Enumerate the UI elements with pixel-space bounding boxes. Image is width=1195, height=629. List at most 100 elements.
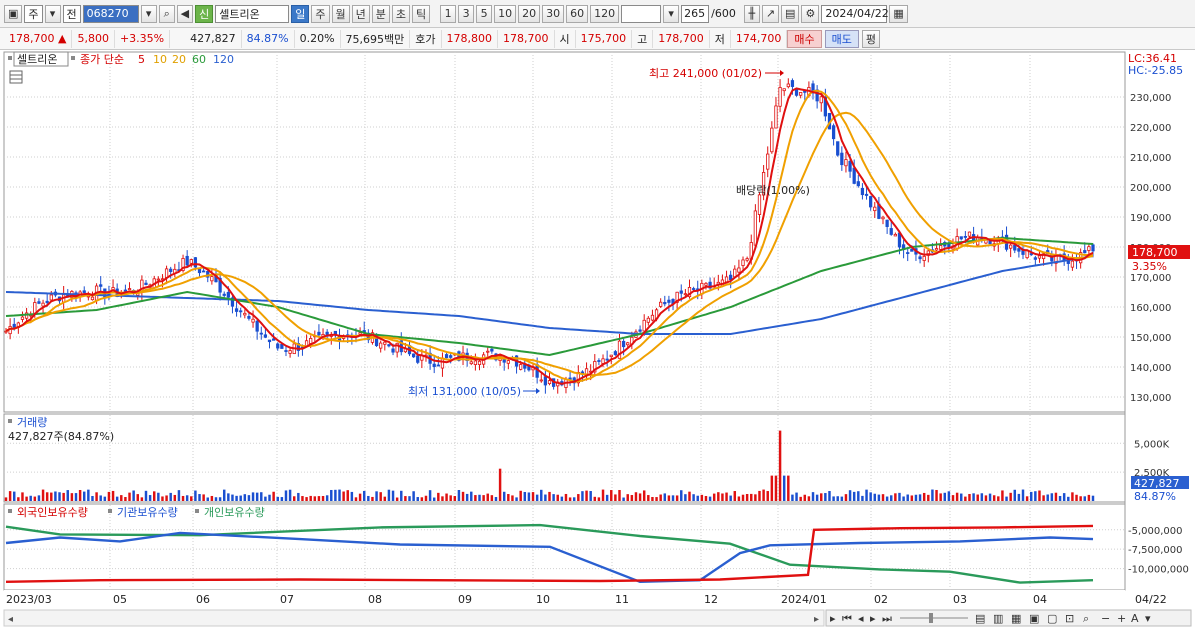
interval-custom-input[interactable]	[621, 4, 662, 23]
candle-body	[127, 288, 132, 291]
window-icon[interactable]: ▣	[4, 4, 23, 23]
prev-icon[interactable]: ◂	[858, 612, 864, 625]
interval-30[interactable]: 30	[542, 4, 565, 23]
volume-bar	[976, 494, 979, 501]
period-year-tab[interactable]: 년	[351, 4, 370, 23]
volume-bar	[1050, 493, 1054, 501]
candle-body	[1033, 257, 1037, 260]
market-select[interactable]: 주	[24, 4, 43, 23]
first-page-icon[interactable]: ⏮	[842, 612, 852, 625]
period-type-select[interactable]: 전	[62, 4, 81, 23]
stock-name-field[interactable]: 셀트리온	[215, 4, 290, 23]
period-week-tab[interactable]: 주	[311, 4, 330, 23]
period-second-tab[interactable]: 초	[391, 4, 410, 23]
scroll-icon[interactable]: ▾	[1145, 612, 1151, 625]
interval-3[interactable]: 3	[458, 4, 475, 23]
volume-bar	[787, 475, 790, 501]
volume-bar	[342, 491, 345, 501]
candle-body	[193, 257, 198, 268]
candle-body	[444, 354, 449, 359]
zoom-slider[interactable]	[929, 613, 933, 623]
candle-type-icon[interactable]: ╫	[743, 4, 760, 23]
candle-body	[918, 256, 922, 260]
volume-ratio: 84.87%	[242, 29, 295, 48]
stock-code-input[interactable]: 068270	[82, 4, 139, 23]
candle-body	[506, 360, 510, 364]
candle-body	[123, 289, 128, 292]
gear-icon[interactable]: ⚙	[801, 4, 820, 23]
candle-body	[593, 361, 597, 373]
window-icon[interactable]: ▢	[1047, 612, 1057, 625]
draw-tool-icon[interactable]: ↗	[761, 4, 780, 23]
interval-20[interactable]: 20	[518, 4, 541, 23]
scroll-left-icon[interactable]: ◂	[8, 614, 13, 625]
volume-bar	[824, 493, 827, 501]
scroll-right-icon[interactable]: ▸	[830, 612, 836, 625]
font-size-icon[interactable]: A	[1131, 612, 1139, 625]
volume-bar	[334, 489, 337, 501]
candle-body	[234, 308, 239, 312]
chevron-down-icon[interactable]: ▾	[140, 4, 157, 23]
x-axis-label: 08	[368, 593, 382, 606]
interval-5[interactable]: 5	[476, 4, 493, 23]
legend-stock-name: 셀트리온	[17, 53, 57, 66]
grid-icon[interactable]: ▦	[1011, 612, 1021, 625]
interval-60[interactable]: 60	[566, 4, 589, 23]
volume-bar	[511, 495, 514, 501]
search-icon[interactable]: ⌕	[158, 4, 175, 23]
volume-bar	[885, 496, 889, 501]
chevron-down-icon[interactable]: ▾	[44, 4, 61, 23]
ma120-line	[5, 255, 1094, 335]
zoom-out-icon[interactable]: −	[1101, 612, 1110, 625]
period-tick-tab[interactable]: 틱	[412, 4, 431, 23]
candle-body	[679, 290, 683, 294]
period-month-tab[interactable]: 월	[331, 4, 350, 23]
scroll-right-icon[interactable]: ▸	[814, 614, 819, 625]
interval-1[interactable]: 1	[440, 4, 457, 23]
panel-icon[interactable]: ▣	[1029, 612, 1039, 625]
volume-bar	[931, 489, 934, 501]
layout-icon[interactable]: ▤	[975, 612, 985, 625]
last-page-icon[interactable]: ⏭	[882, 612, 892, 625]
chevron-down-icon[interactable]: ▾	[663, 4, 680, 23]
zoom-in-icon[interactable]: +	[1117, 612, 1126, 625]
interval-10[interactable]: 10	[494, 4, 517, 23]
candle-body	[222, 293, 226, 296]
horizontal-scrollbar[interactable]	[3, 609, 825, 627]
ma5-line	[5, 87, 1094, 385]
next-icon[interactable]: ▸	[870, 612, 876, 625]
volume-bar	[198, 494, 201, 501]
candle-body	[642, 319, 646, 332]
eval-button[interactable]: 평	[861, 29, 881, 48]
volume-bar	[190, 496, 193, 501]
table-icon[interactable]	[9, 70, 23, 84]
volume-value: 427,827주(84.87%)	[8, 430, 114, 443]
calendar-icon[interactable]: ▦	[889, 4, 908, 23]
sell-button[interactable]: 매도	[824, 29, 859, 48]
copy-icon[interactable]: ▥	[993, 612, 1003, 625]
candle-body	[325, 331, 329, 335]
volume-bar	[836, 496, 839, 501]
interval-120[interactable]: 120	[590, 4, 620, 23]
volume-bar	[449, 495, 452, 501]
volume-bar	[140, 497, 144, 501]
x-axis-label: 05	[113, 593, 127, 606]
period-day-tab[interactable]: 일	[291, 4, 310, 23]
speaker-icon[interactable]: ◀	[176, 4, 194, 23]
search-icon[interactable]: ⌕	[1083, 612, 1089, 625]
period-minute-tab[interactable]: 분	[371, 4, 390, 23]
volume-bar	[124, 497, 127, 501]
zoom-fit-icon[interactable]: ⊡	[1065, 612, 1074, 625]
stock-chart[interactable]: 230,000220,000210,000200,000190,000180,0…	[0, 50, 1195, 629]
low-price: 174,700	[731, 29, 788, 48]
volume-bar	[552, 494, 555, 501]
volume-bar	[523, 491, 527, 501]
volume-bar	[284, 490, 288, 501]
price-y-tick: 230,000	[1130, 93, 1171, 104]
volume-bar	[733, 491, 737, 501]
save-icon[interactable]: ▤	[781, 4, 800, 23]
buy-button[interactable]: 매수	[787, 29, 822, 48]
date-input[interactable]: 2024/04/22	[821, 4, 889, 23]
volume-bar	[83, 491, 86, 501]
count-input[interactable]: 265	[681, 4, 710, 23]
